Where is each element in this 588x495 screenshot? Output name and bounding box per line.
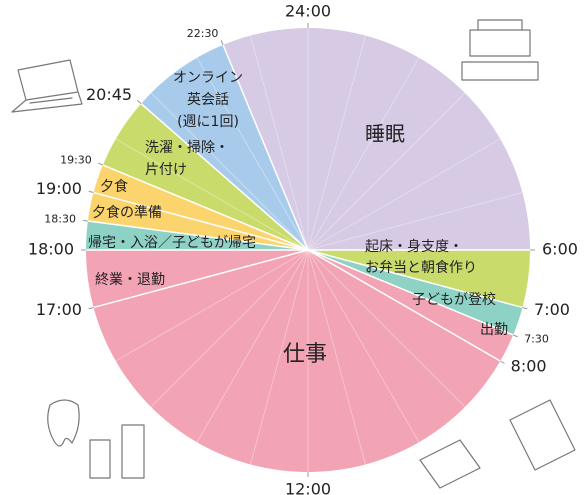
tick-label: 19:00 <box>36 179 82 198</box>
slice-label: 出勤 <box>480 322 508 338</box>
tick-label: 12:00 <box>285 480 331 495</box>
slice-label: 終業・退勤 <box>95 272 165 288</box>
tick-label: 17:00 <box>36 300 82 319</box>
tick-mark <box>89 191 94 192</box>
tick-label: 24:00 <box>285 2 331 21</box>
tick-mark <box>89 307 94 308</box>
slice-label: 夕食の準備 <box>92 204 162 221</box>
slice-label: 起床・身支度・ <box>365 239 463 255</box>
tick-label: 8:00 <box>511 357 547 376</box>
slice-label: オンライン <box>173 70 243 86</box>
tick-label: 18:30 <box>44 212 76 225</box>
tick-label: 22:30 <box>187 27 219 40</box>
tick-mark <box>137 100 141 103</box>
tick-label: 20:45 <box>86 85 132 104</box>
tick-label: 6:00 <box>542 240 578 259</box>
tick-mark <box>83 220 88 221</box>
tick-mark <box>500 361 504 364</box>
tick-label: 7:00 <box>534 300 570 319</box>
slice-label: (週に1回) <box>177 114 239 130</box>
slice-label: 子どもが登校 <box>412 291 496 308</box>
slice-label: 片付け <box>145 162 187 178</box>
slice-label: 英会話 <box>187 91 229 108</box>
slice-label: 帰宅・入浴／子どもが帰宅 <box>88 234 256 251</box>
chart: 睡眠起床・身支度・お弁当と朝食作り子どもが登校出勤仕事 終業・退勤 帰宅・入浴／子ど… <box>0 0 588 495</box>
slice-label: 仕事 <box>283 342 327 367</box>
slice-label: 夕食 <box>100 178 128 195</box>
tick-mark <box>98 163 103 165</box>
slice-label: お弁当と朝食作り <box>365 259 477 276</box>
tick-mark <box>221 40 223 45</box>
tick-mark <box>522 307 527 308</box>
tick-mark <box>513 335 518 337</box>
tick-label: 18:00 <box>28 240 74 259</box>
tick-label: 19:30 <box>60 153 92 166</box>
tick-label: 7:30 <box>524 333 549 346</box>
slice-label: 洗濯・掃除・ <box>145 139 229 156</box>
slice-label: 睡眠 <box>365 122 405 146</box>
